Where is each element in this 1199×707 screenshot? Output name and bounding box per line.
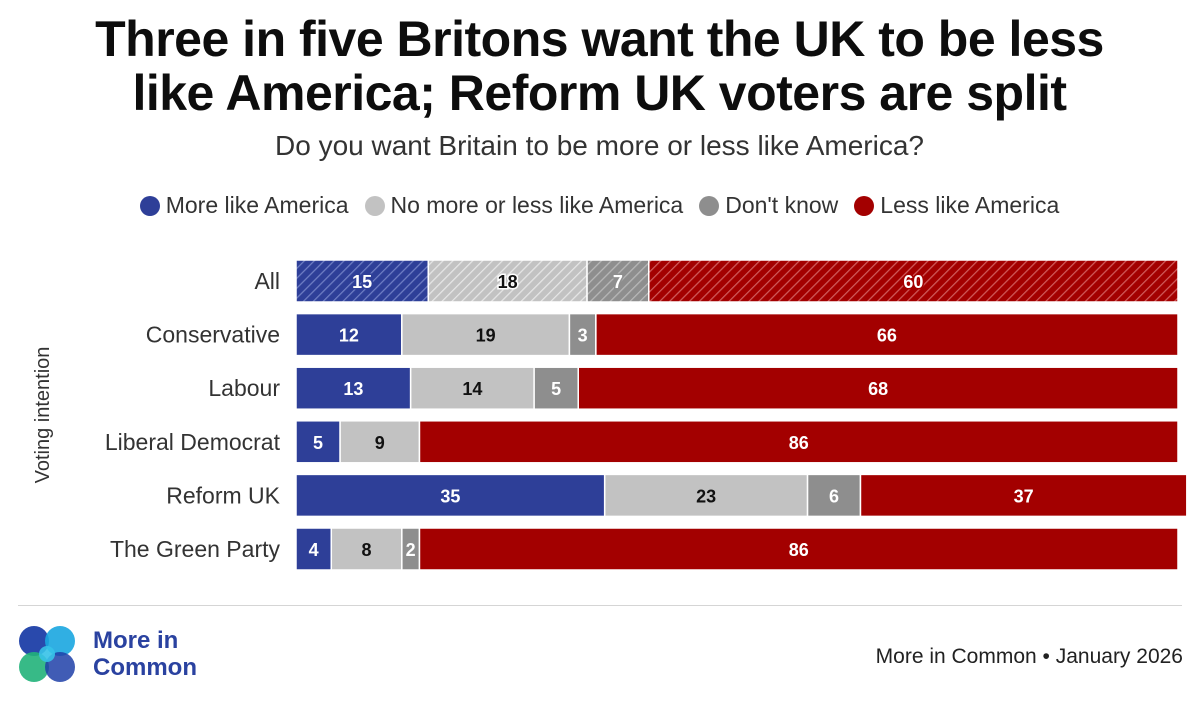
legend-swatch-dont-know: [699, 195, 720, 216]
data-label-reform-uk-less-like-america: 37: [1014, 486, 1034, 506]
legend-item-neutral: No more or less like America: [364, 192, 684, 219]
bar-all-no-more-or-less-like-america: [427, 259, 588, 303]
source-note: More in Common • January 2026: [875, 645, 1183, 668]
legend-label-neutral: No more or less like America: [390, 192, 684, 218]
data-label-reform-uk-more-like-america: 35: [440, 486, 460, 506]
data-label-the-green-party-less-like-america: 86: [789, 540, 809, 560]
bar-labour-more-like-america: [295, 366, 412, 410]
data-label-liberal-democrat-less-like-america: 86: [789, 433, 809, 453]
bar-conservative-don-t-know: [568, 312, 597, 357]
bar-conservative-less-like-america: [595, 312, 1179, 357]
data-label-all-more-like-america: 15: [352, 272, 372, 292]
bar-all-don-t-know: [586, 259, 650, 303]
data-label-conservative-don-t-know: 3: [578, 326, 588, 346]
legend-swatch-more: [139, 195, 160, 216]
data-label-the-green-party-no-more-or-less-like-america: 8: [362, 540, 372, 560]
category-label-labour: Labour: [208, 375, 280, 401]
bar-liberal-democrat-more-like-america: [295, 420, 341, 464]
data-label-all-no-more-or-less-like-america: 18: [498, 272, 518, 292]
data-label-conservative-less-like-america: 66: [877, 326, 897, 346]
data-label-all-don-t-know: 7: [613, 272, 623, 292]
legend: More like America No more or less like A…: [0, 192, 1199, 219]
data-label-labour-less-like-america: 68: [868, 379, 888, 399]
legend-label-dont-know: Don't know: [725, 192, 839, 218]
legend-swatch-neutral: [364, 195, 385, 216]
chart-subtitle: Do you want Britain to be more or less l…: [275, 130, 924, 161]
legend-item-less: Less like America: [854, 192, 1059, 219]
category-label-all: All: [254, 268, 280, 294]
bar-labour-less-like-america: [577, 366, 1179, 410]
data-label-labour-no-more-or-less-like-america: 14: [462, 379, 482, 399]
data-label-conservative-more-like-america: 12: [339, 326, 359, 346]
footer-divider: [18, 605, 1182, 606]
data-label-liberal-democrat-no-more-or-less-like-america: 9: [375, 433, 385, 453]
legend-label-less: Less like America: [880, 192, 1060, 218]
data-label-reform-uk-no-more-or-less-like-america: 23: [696, 486, 716, 506]
category-label-liberal-democrat: Liberal Democrat: [105, 429, 281, 455]
data-label-labour-more-like-america: 13: [343, 379, 363, 399]
category-label-conservative: Conservative: [146, 322, 280, 348]
title-line-2: like America; Reform UK voters are split: [132, 65, 1067, 121]
legend-swatch-less: [854, 195, 875, 216]
logo-wordmark: More in Common: [93, 627, 197, 681]
legend-label-more: More like America: [165, 192, 349, 218]
legend-item-dont-know: Don't know: [699, 192, 838, 219]
data-label-labour-don-t-know: 5: [551, 379, 561, 399]
bar-all-more-like-america: [295, 259, 430, 303]
y-axis-label: Voting intention: [32, 347, 54, 484]
bar-liberal-democrat-less-like-america: [418, 420, 1179, 464]
chart-title: Three in five Britons want the UK to be …: [0, 12, 1199, 120]
category-label-the-green-party: The Green Party: [110, 536, 281, 562]
bar-reform-uk-more-like-america: [295, 473, 606, 518]
data-label-the-green-party-don-t-know: 2: [406, 540, 416, 560]
data-label-reform-uk-don-t-know: 6: [829, 486, 839, 506]
bar-reform-uk-don-t-know: [806, 473, 862, 518]
logo-line-2: Common: [93, 654, 197, 681]
bar-the-green-party-no-more-or-less-like-america: [330, 527, 403, 571]
bar-all-less-like-america: [648, 259, 1179, 303]
bar-conservative-no-more-or-less-like-america: [401, 312, 571, 357]
data-label-conservative-no-more-or-less-like-america: 19: [476, 326, 496, 346]
title-line-1: Three in five Britons want the UK to be …: [95, 11, 1104, 67]
bar-the-green-party-less-like-america: [418, 527, 1179, 571]
data-label-the-green-party-more-like-america: 4: [309, 540, 319, 560]
data-label-all-less-like-america: 60: [903, 272, 923, 292]
more-in-common-logo-icon: [19, 626, 75, 682]
data-label-liberal-democrat-more-like-america: 5: [313, 433, 323, 453]
logo-line-1: More in: [93, 627, 179, 654]
bar-conservative-more-like-america: [295, 312, 403, 357]
legend-item-more: More like America: [139, 192, 349, 219]
category-label-reform-uk: Reform UK: [166, 482, 280, 508]
bar-reform-uk-less-like-america: [859, 473, 1188, 518]
